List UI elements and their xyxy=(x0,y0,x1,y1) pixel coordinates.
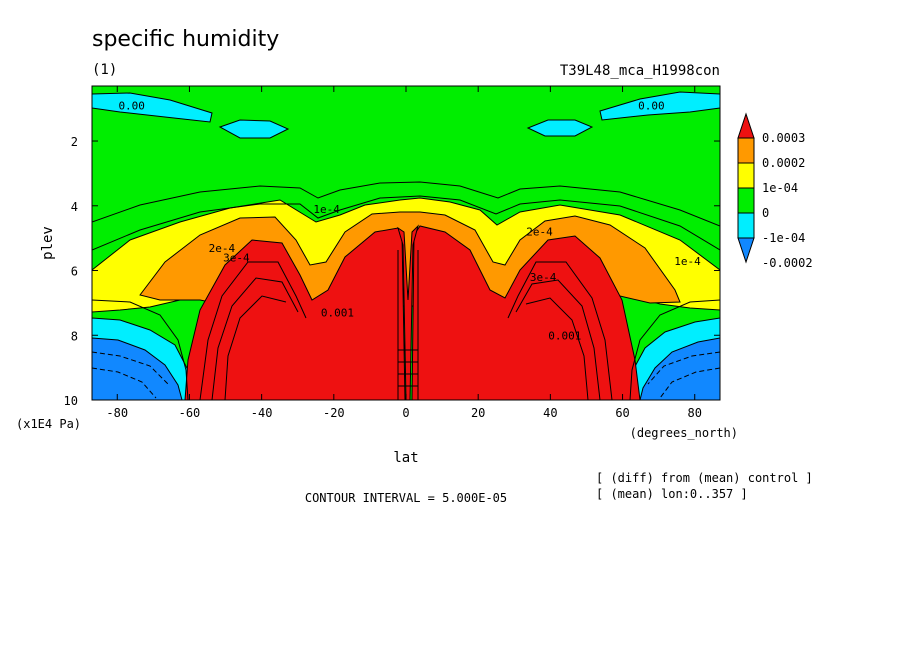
lower-negative-south-deep xyxy=(92,337,183,400)
colorbar-label: 1e-04 xyxy=(762,181,798,195)
contour-line xyxy=(397,250,419,400)
mean-note: [ (mean) lon:0..357 ] xyxy=(596,487,748,501)
band-high-north xyxy=(411,225,641,400)
contour-line xyxy=(659,367,720,399)
contour-line xyxy=(211,277,299,400)
contour-line xyxy=(647,351,720,385)
contour-line xyxy=(92,195,720,251)
colorbar-label: -1e-04 xyxy=(762,231,805,245)
y-tick-label: 6 xyxy=(71,265,78,279)
experiment-label: T39L48_mca_H1998con xyxy=(560,63,720,79)
y-axis: 2 4 6 8 10 xyxy=(64,135,720,408)
chart-title: specific humidity xyxy=(92,27,279,52)
panel-index: (1) xyxy=(92,62,117,78)
colorbar-label: 0.0003 xyxy=(762,131,805,145)
contour-line xyxy=(515,279,601,400)
colorbar-extend-min xyxy=(737,237,755,264)
colorbar-segment xyxy=(737,212,755,239)
contour-line xyxy=(92,181,720,227)
x-tick-label: -40 xyxy=(251,406,273,420)
upper-negative-patch-south-small xyxy=(218,119,290,139)
colorbar: 0.0003 0.0002 1e-04 0 -1e-04 -0.0002 xyxy=(737,112,813,270)
x-tick-label: 80 xyxy=(688,406,702,420)
contour-line xyxy=(629,299,720,400)
colorbar-label: 0.0002 xyxy=(762,156,805,170)
contour-label: 2e-4 xyxy=(209,242,236,255)
contour-label: 0.001 xyxy=(321,307,354,320)
x-axis: -80 -60 -40 -20 0 20 40 60 80 xyxy=(106,86,702,420)
y-tick-label: 2 xyxy=(71,135,78,149)
contour-line xyxy=(92,299,189,400)
contour-label: 2e-4 xyxy=(526,226,553,239)
colorbar-label: -0.0002 xyxy=(762,256,813,270)
x-tick-label: 0 xyxy=(402,406,409,420)
colorbar-extend-max xyxy=(737,112,755,139)
x-axis-title: lat xyxy=(393,450,418,466)
contour-label: 0.00 xyxy=(638,99,665,112)
contour-label: 3e-4 xyxy=(223,252,250,265)
contour-line xyxy=(92,351,169,385)
contour-line xyxy=(224,295,287,400)
upper-negative-patch-north xyxy=(599,91,720,121)
contour-label: 0.001 xyxy=(548,329,581,342)
colorbar-segment xyxy=(737,162,755,189)
contour-label: 1e-4 xyxy=(674,255,701,268)
contour-label: 0.00 xyxy=(118,99,145,112)
x-tick-label: -20 xyxy=(323,406,345,420)
upper-negative-patch-north-small xyxy=(526,119,594,137)
y-tick-label: 10 xyxy=(64,394,78,408)
y-axis-title: plev xyxy=(40,226,56,260)
x-axis-unit: (degrees_north) xyxy=(630,426,738,440)
colorbar-segment xyxy=(737,137,755,164)
contour-lines xyxy=(92,181,720,400)
x-tick-label: 40 xyxy=(543,406,557,420)
lower-negative-north-deep xyxy=(639,337,720,400)
y-tick-label: 4 xyxy=(71,200,78,214)
contour-line xyxy=(525,297,589,400)
contour-label: 3e-4 xyxy=(530,271,557,284)
diff-note: [ (diff) from (mean) control ] xyxy=(596,471,813,485)
x-tick-label: 20 xyxy=(471,406,485,420)
contour-line xyxy=(507,261,613,400)
x-tick-label: -80 xyxy=(106,406,128,420)
contour-line xyxy=(398,349,418,387)
contour-line xyxy=(199,261,307,400)
x-tick-label: 60 xyxy=(615,406,629,420)
y-tick-label: 8 xyxy=(71,329,78,343)
contour-labels: 0.00 0.001e-41e-42e-42e-43e-43e-40.0010.0… xyxy=(118,99,701,342)
y-axis-unit: (x1E4 Pa) xyxy=(16,417,81,431)
equatorial-trough xyxy=(397,224,419,400)
x-tick-label: -60 xyxy=(179,406,201,420)
contour-interval-text: CONTOUR INTERVAL = 5.000E-05 xyxy=(305,491,507,505)
contour-label: 1e-4 xyxy=(313,203,340,216)
contour-field: 0.00 0.001e-41e-42e-42e-43e-43e-40.0010.0… xyxy=(92,86,720,400)
colorbar-label: 0 xyxy=(762,206,769,220)
upper-negative-patch-south xyxy=(92,92,213,123)
colorbar-segment xyxy=(737,187,755,214)
